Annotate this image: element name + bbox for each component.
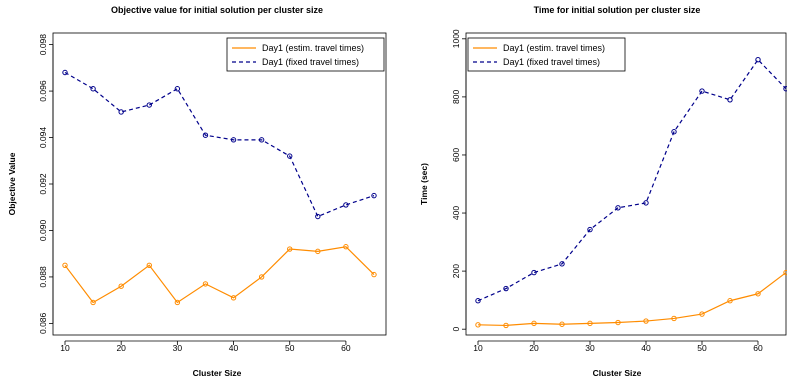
time-x-tick-label: 40 bbox=[641, 343, 651, 353]
time-data-point bbox=[755, 291, 761, 297]
objective-data-point bbox=[287, 246, 293, 252]
time-data-point bbox=[671, 315, 677, 322]
time-legend-label-fixed: Day1 (fixed travel times) bbox=[503, 57, 600, 67]
time-x-tick-label: 30 bbox=[585, 343, 595, 353]
objective-data-point bbox=[230, 295, 237, 301]
objective-data-point bbox=[371, 271, 377, 278]
time-legend-label-estim: Day1 (estim. travel times) bbox=[503, 43, 605, 53]
objective-data-point bbox=[118, 109, 124, 115]
time-data-point bbox=[531, 269, 537, 276]
objective-data-point bbox=[202, 281, 209, 287]
objective-data-point bbox=[90, 299, 96, 306]
objective-data-point bbox=[62, 69, 68, 76]
objective-data-point bbox=[118, 283, 124, 289]
objective-chart-marks: 10 20 30 40 50 60 0.086 0.088 0.090 0.092 0.094 0.0… bbox=[38, 34, 377, 353]
time-y-tick-label: 1000 bbox=[451, 29, 461, 48]
objective-chart-xlabel: Cluster Size bbox=[193, 368, 242, 378]
time-y-tick-label: 200 bbox=[451, 264, 461, 278]
time-x-tick-label: 20 bbox=[529, 343, 539, 353]
time-y-tick-label: 400 bbox=[451, 206, 461, 220]
time-series-line-0 bbox=[477, 272, 787, 327]
time-data-point bbox=[531, 320, 537, 327]
objective-data-point bbox=[202, 132, 209, 138]
objective-data-point bbox=[343, 202, 349, 208]
objective-y-tick-label: 0.092 bbox=[38, 173, 48, 195]
time-data-point bbox=[475, 298, 481, 304]
objective-x-tick-label: 40 bbox=[229, 343, 239, 353]
time-data-point bbox=[783, 86, 787, 92]
time-data-point bbox=[559, 261, 565, 267]
objective-chart: Objective value for initial solution per… bbox=[7, 5, 387, 378]
time-series-line-1 bbox=[477, 58, 787, 302]
objective-y-tick-label: 0.090 bbox=[38, 220, 48, 242]
objective-data-point bbox=[315, 248, 321, 255]
time-data-point bbox=[699, 88, 705, 94]
objective-x-tick-label: 10 bbox=[60, 343, 70, 353]
objective-y-tick-label: 0.088 bbox=[38, 266, 48, 288]
time-data-point bbox=[503, 322, 509, 329]
time-data-point bbox=[475, 322, 481, 328]
objective-data-point bbox=[343, 244, 349, 250]
time-data-point bbox=[727, 298, 733, 304]
time-data-point bbox=[559, 321, 565, 327]
objective-data-point bbox=[258, 274, 265, 280]
objective-data-point bbox=[146, 262, 152, 269]
objective-data-point bbox=[174, 86, 181, 92]
time-data-point bbox=[587, 320, 593, 327]
time-data-point bbox=[699, 311, 705, 317]
time-chart: Time for initial solution per cluster si… bbox=[419, 5, 787, 378]
time-chart-legend: Day1 (estim. travel times) Day1 (fixed t… bbox=[467, 37, 626, 72]
time-chart-title: Time for initial solution per cluster si… bbox=[534, 5, 701, 15]
objective-series-line-1 bbox=[64, 71, 375, 218]
objective-y-tick-label: 0.086 bbox=[38, 312, 48, 334]
objective-y-tick-label: 0.098 bbox=[38, 34, 48, 56]
objective-data-point bbox=[174, 299, 181, 306]
objective-data-point bbox=[315, 213, 321, 220]
objective-x-tick-label: 60 bbox=[341, 343, 351, 353]
time-y-tick-label: 600 bbox=[451, 148, 461, 162]
time-data-point bbox=[755, 57, 761, 63]
objective-chart-legend: Day1 (estim. travel times) Day1 (fixed t… bbox=[226, 37, 385, 72]
time-chart-xlabel: Cluster Size bbox=[593, 368, 642, 378]
objective-data-point bbox=[258, 137, 265, 143]
objective-data-point bbox=[146, 102, 152, 108]
time-x-tick-label: 50 bbox=[697, 343, 707, 353]
objective-data-point bbox=[90, 86, 96, 92]
objective-data-point bbox=[287, 153, 293, 159]
time-data-point bbox=[643, 318, 649, 324]
time-data-point bbox=[671, 129, 677, 135]
time-y-tick-label: 800 bbox=[451, 90, 461, 104]
time-data-point bbox=[503, 285, 509, 292]
objective-legend-box bbox=[226, 37, 385, 72]
time-x-tick-label: 60 bbox=[753, 343, 763, 353]
objective-chart-ylabel: Objective Value bbox=[7, 152, 17, 215]
objective-x-tick-label: 30 bbox=[173, 343, 183, 353]
objective-data-point bbox=[371, 192, 377, 199]
objective-data-point bbox=[230, 137, 237, 143]
objective-chart-frame bbox=[52, 32, 387, 336]
time-chart-ylabel: Time (sec) bbox=[419, 163, 429, 205]
objective-chart-title: Objective value for initial solution per… bbox=[111, 5, 323, 15]
time-data-point bbox=[615, 205, 621, 211]
time-y-tick-label: 0 bbox=[451, 327, 461, 332]
objective-y-tick-label: 0.096 bbox=[38, 80, 48, 102]
time-data-point bbox=[643, 200, 649, 206]
objective-y-tick-label: 0.094 bbox=[38, 127, 48, 149]
objective-x-tick-label: 50 bbox=[285, 343, 295, 353]
time-x-tick-label: 10 bbox=[473, 343, 483, 353]
time-data-point bbox=[615, 319, 621, 326]
objective-data-point bbox=[62, 262, 68, 269]
objective-series-line-0 bbox=[64, 246, 375, 304]
objective-legend-label-estim: Day1 (estim. travel times) bbox=[262, 43, 364, 53]
time-data-point bbox=[783, 269, 787, 276]
time-data-point bbox=[727, 97, 733, 103]
objective-x-tick-label: 20 bbox=[116, 343, 126, 353]
time-legend-box bbox=[467, 37, 626, 72]
time-chart-frame bbox=[465, 32, 787, 336]
time-data-point bbox=[587, 226, 593, 233]
objective-legend-label-fixed: Day1 (fixed travel times) bbox=[262, 57, 359, 67]
